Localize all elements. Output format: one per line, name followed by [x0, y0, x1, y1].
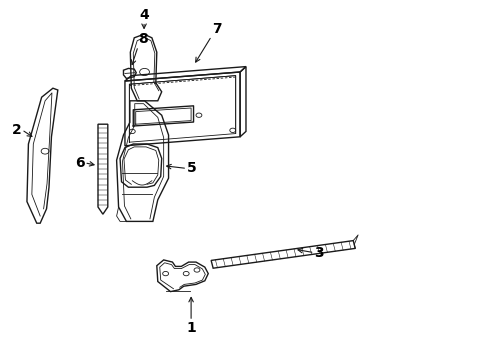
Text: 2: 2: [12, 123, 22, 136]
Text: 3: 3: [315, 246, 324, 260]
Text: 1: 1: [186, 321, 196, 335]
Text: 7: 7: [212, 22, 221, 36]
Text: 4: 4: [139, 8, 149, 22]
Text: 6: 6: [74, 156, 84, 170]
Text: 5: 5: [187, 162, 197, 175]
Text: 8: 8: [138, 32, 148, 46]
